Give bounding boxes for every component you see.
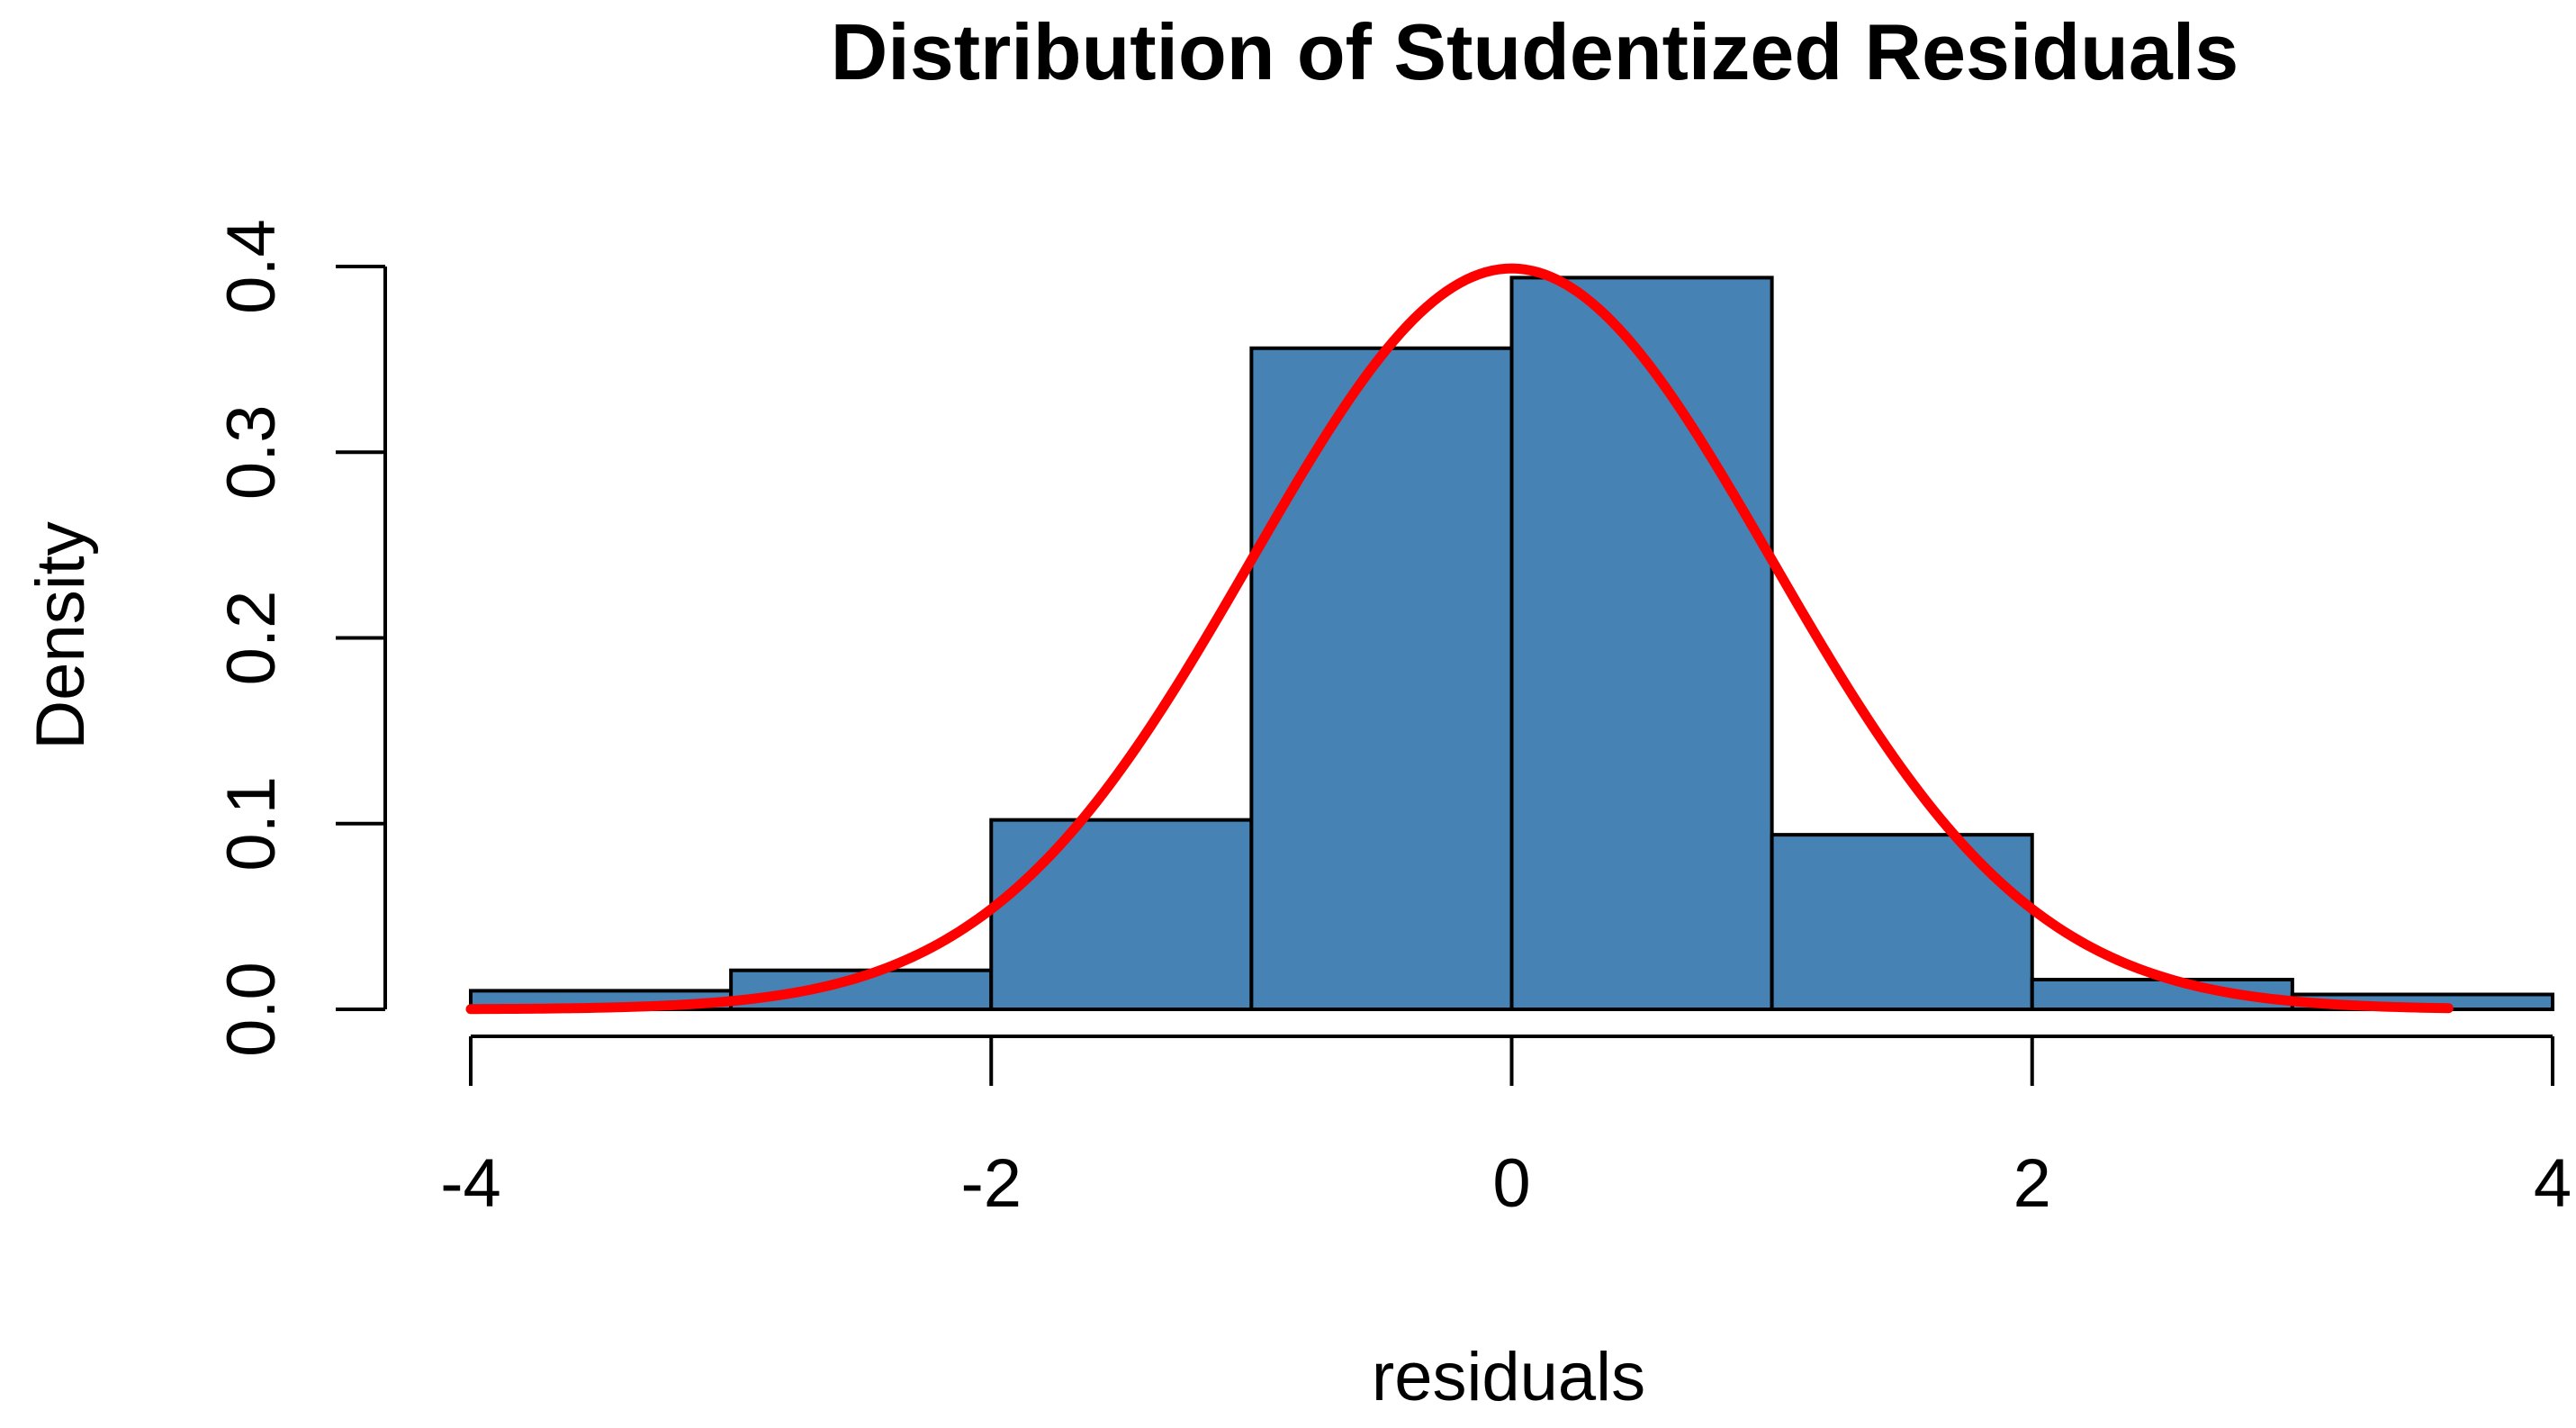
- x-tick-label: -4: [440, 1145, 501, 1222]
- x-tick-label: 4: [2534, 1145, 2571, 1222]
- chart-title: Distribution of Studentized Residuals: [831, 7, 2239, 96]
- y-axis: 0.0 0.1 0.2 0.3 0.4: [213, 219, 387, 1057]
- x-tick-label: 2: [2013, 1145, 2051, 1222]
- x-axis: -4 -2 0 2 4: [440, 1035, 2571, 1222]
- density-curve: [465, 263, 2454, 1015]
- histogram-bars: [469, 276, 2554, 1011]
- y-tick-label: 0.2: [213, 591, 290, 686]
- histogram-bar-4: [1509, 276, 1774, 1011]
- y-tick-label: 0.0: [213, 962, 290, 1057]
- histogram-bar-3: [1249, 346, 1514, 1011]
- x-axis-label: residuals: [1372, 1339, 1645, 1415]
- y-tick-label: 0.1: [213, 776, 290, 872]
- x-tick-label: -2: [960, 1145, 1022, 1222]
- x-tick-label: 0: [1492, 1145, 1530, 1222]
- y-tick-label: 0.4: [213, 219, 290, 314]
- density-curve-layer: [465, 263, 2454, 1015]
- histogram-bar-5: [1770, 833, 2034, 1011]
- y-axis-label: Density: [23, 521, 99, 749]
- y-tick-label: 0.3: [213, 404, 290, 500]
- histogram-bar-2: [989, 818, 1254, 1011]
